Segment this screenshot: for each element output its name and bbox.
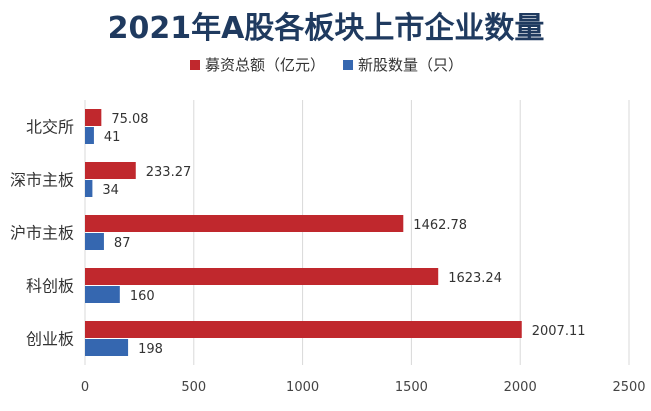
category-label-2: 沪市主板 bbox=[10, 224, 74, 243]
legend-swatch-0 bbox=[190, 60, 200, 70]
data-label-0-3: 1623.24 bbox=[448, 271, 502, 286]
data-labels: 75.08 41 233.27 34 1462.78 87 1623.24 160 2007.1… bbox=[102, 112, 585, 357]
bar-1-4 bbox=[85, 339, 129, 356]
data-label-1-0: 41 bbox=[104, 130, 121, 145]
x-tick-label-0: 0 bbox=[81, 380, 89, 395]
legend-label-1: 新股数量（只） bbox=[358, 56, 463, 74]
data-label-0-4: 2007.11 bbox=[532, 324, 586, 339]
data-label-0-1: 233.27 bbox=[146, 165, 192, 180]
bar-1-1 bbox=[85, 180, 93, 197]
bar-1-0 bbox=[85, 127, 94, 144]
x-tick-label-2000: 2000 bbox=[504, 380, 537, 395]
data-label-0-2: 1462.78 bbox=[413, 218, 467, 233]
x-tick-label-2500: 2500 bbox=[612, 380, 645, 395]
bar-0-4 bbox=[85, 321, 522, 338]
data-label-1-1: 34 bbox=[102, 183, 119, 198]
x-tick-label-1000: 1000 bbox=[286, 380, 319, 395]
data-label-0-0: 75.08 bbox=[111, 112, 148, 127]
legend-swatch-1 bbox=[343, 60, 354, 70]
bar-1-3 bbox=[85, 286, 120, 303]
x-tick-label-1500: 1500 bbox=[395, 380, 428, 395]
chart-title: 2021年A股各板块上市企业数量 bbox=[108, 11, 545, 46]
data-label-1-4: 198 bbox=[138, 342, 163, 357]
bar-0-3 bbox=[85, 268, 439, 285]
gridlines bbox=[84, 100, 630, 365]
data-label-1-2: 87 bbox=[114, 236, 131, 251]
category-label-0: 北交所 bbox=[26, 118, 74, 137]
bar-0-1 bbox=[85, 162, 136, 179]
data-label-1-3: 160 bbox=[130, 289, 155, 304]
bar-0-0 bbox=[85, 109, 102, 126]
legend: 募资总额（亿元） 新股数量（只） bbox=[190, 56, 463, 74]
bar-1-2 bbox=[85, 233, 104, 250]
x-tick-labels: 0 500 1000 1500 2000 2500 bbox=[81, 380, 646, 395]
category-label-3: 科创板 bbox=[26, 277, 74, 296]
legend-label-0: 募资总额（亿元） bbox=[205, 56, 325, 74]
category-label-4: 创业板 bbox=[26, 330, 74, 349]
bar-0-2 bbox=[85, 215, 404, 232]
x-tick-label-500: 500 bbox=[181, 380, 206, 395]
category-label-1: 深市主板 bbox=[10, 171, 74, 190]
bars bbox=[85, 109, 522, 356]
